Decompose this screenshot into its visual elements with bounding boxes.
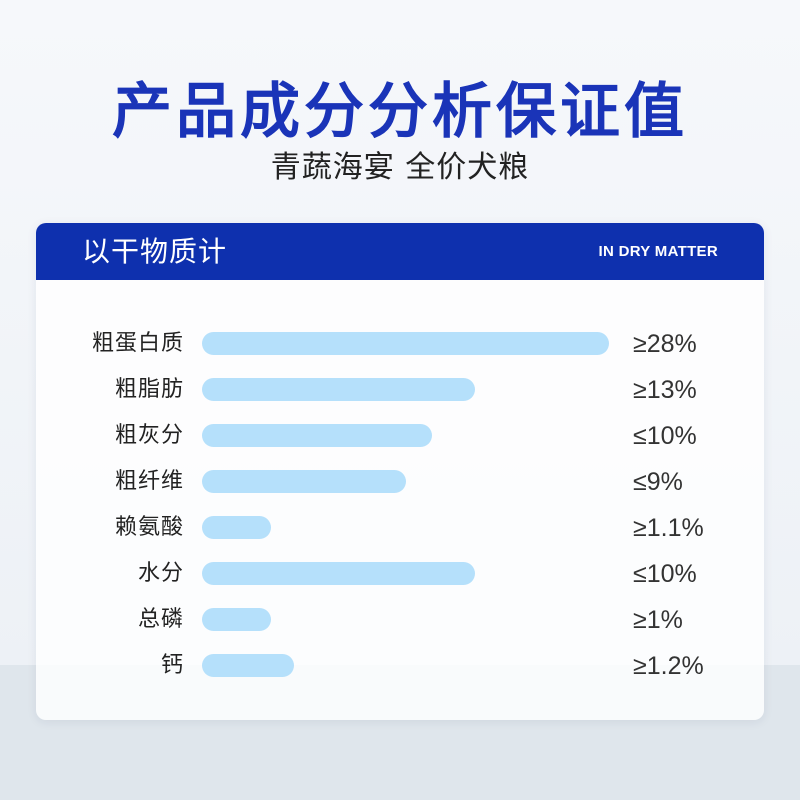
nutrient-bar	[202, 516, 271, 539]
nutrient-bar	[202, 654, 294, 677]
nutrient-bar	[202, 332, 609, 355]
nutrient-label: 粗蛋白质	[91, 331, 184, 356]
nutrient-value: ≥28%	[633, 330, 697, 358]
analysis-card: 以干物质计 IN DRY MATTER 粗蛋白质 ≥28% 粗脂肪 ≥13% 粗灰分 ≤1…	[36, 223, 764, 720]
nutrient-bar	[202, 562, 475, 585]
product-subtitle: 青蔬海宴 全价犬粮	[270, 150, 530, 185]
nutrient-row: 粗脂肪 ≥13%	[36, 367, 764, 413]
page-title: 产品成分分析保证值	[112, 77, 688, 147]
nutrient-bar	[202, 424, 432, 447]
nutrient-value: ≤10%	[633, 560, 697, 588]
nutrient-label: 钙	[160, 653, 184, 678]
nutrient-label: 粗灰分	[114, 423, 184, 448]
nutrient-label: 粗脂肪	[114, 377, 184, 402]
nutrient-row: 总磷 ≥1%	[36, 597, 764, 643]
nutrient-bar	[202, 608, 271, 631]
card-title: 以干物质计	[82, 235, 228, 268]
nutrient-row: 钙 ≥1.2%	[36, 643, 764, 689]
card-title-en: IN DRY MATTER	[598, 243, 718, 260]
nutrient-row: 水分 ≤10%	[36, 551, 764, 597]
nutrient-label: 赖氨酸	[114, 515, 184, 540]
nutrient-value: ≤9%	[633, 468, 683, 496]
nutrient-value: ≥1%	[633, 606, 683, 634]
nutrient-row: 粗蛋白质 ≥28%	[36, 321, 764, 367]
nutrient-row: 粗灰分 ≤10%	[36, 413, 764, 459]
nutrient-value: ≤10%	[633, 422, 697, 450]
nutrient-row: 赖氨酸 ≥1.1%	[36, 505, 764, 551]
nutrient-label: 粗纤维	[114, 469, 184, 494]
nutrient-value: ≥1.1%	[633, 514, 704, 542]
nutrient-label: 总磷	[137, 607, 184, 632]
nutrient-bar	[202, 378, 475, 401]
nutrient-value: ≥1.2%	[633, 652, 704, 680]
card-header: 以干物质计 IN DRY MATTER	[36, 223, 764, 280]
nutrient-label: 水分	[137, 561, 184, 586]
nutrient-value: ≥13%	[633, 376, 697, 404]
nutrient-row: 粗纤维 ≤9%	[36, 459, 764, 505]
nutrient-bar	[202, 470, 406, 493]
